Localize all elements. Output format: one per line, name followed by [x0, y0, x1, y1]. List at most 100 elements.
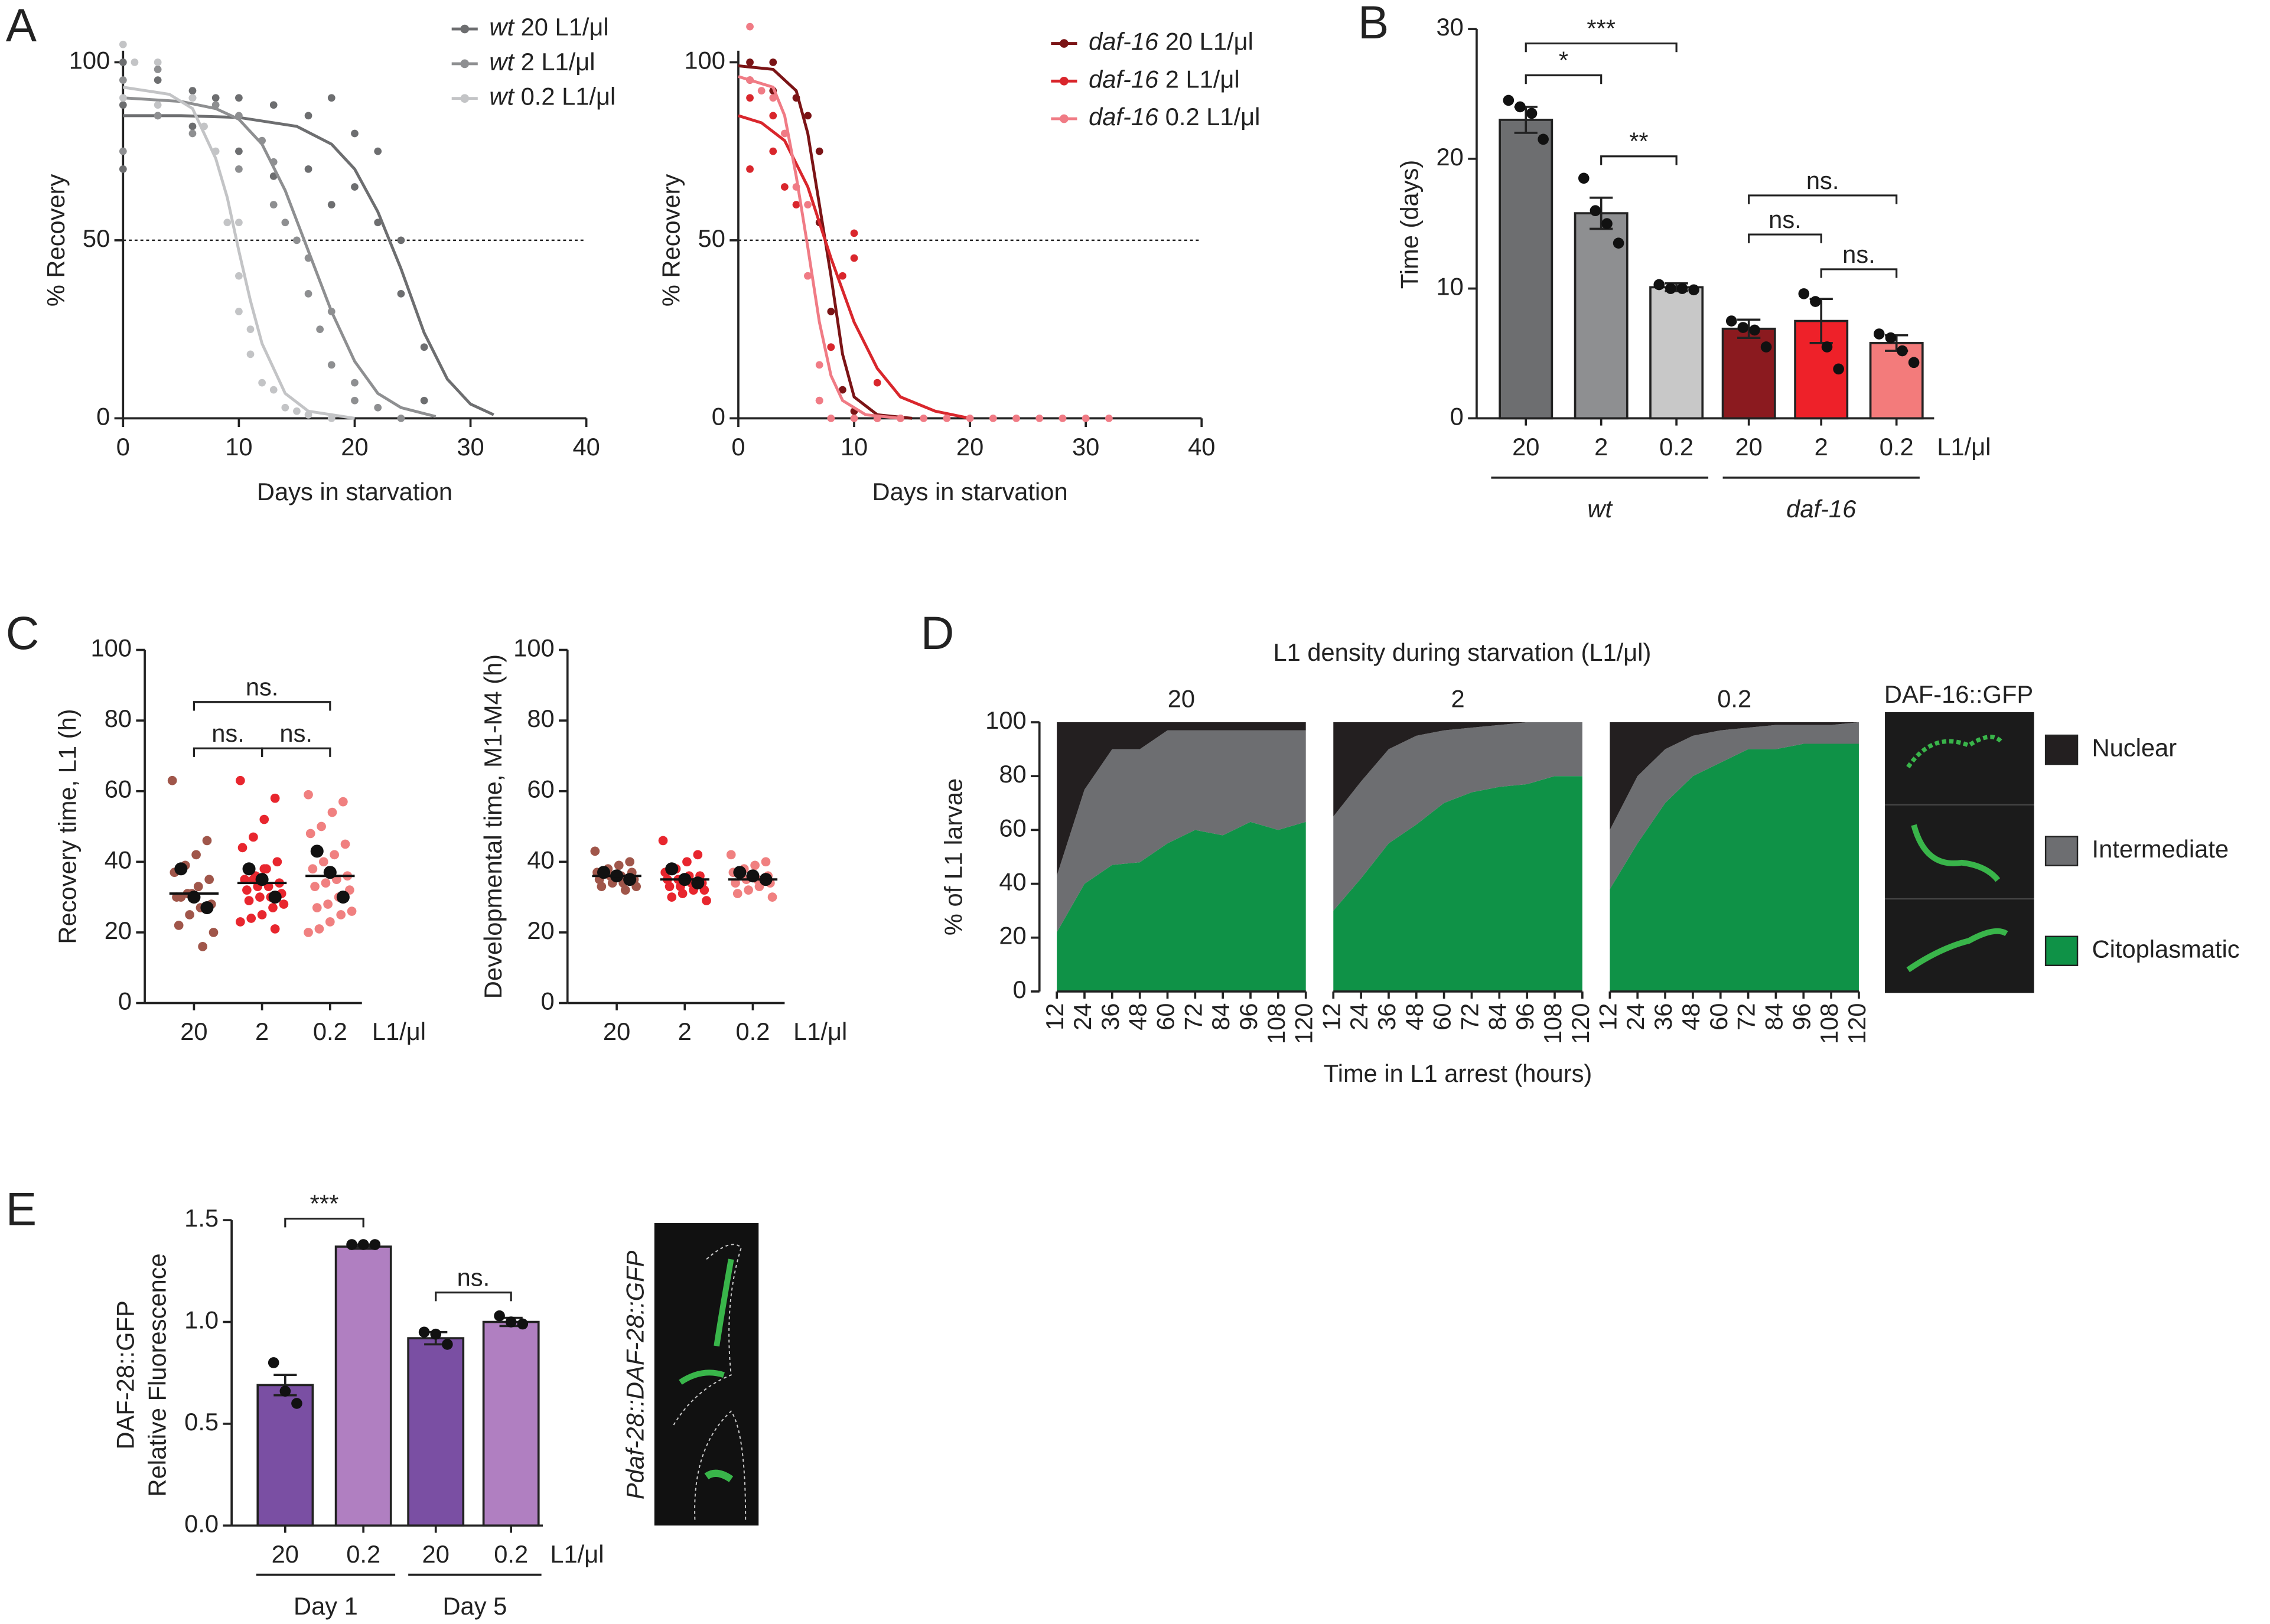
data-point: [827, 414, 835, 422]
data-point: [327, 308, 336, 315]
significance-bracket: [193, 701, 331, 711]
data-point: [1833, 363, 1844, 375]
y-axis-label: Developmental time, M1-M4 (h): [479, 654, 507, 999]
panel-letter: C: [6, 607, 40, 659]
data-point: [304, 410, 312, 419]
y-tick-label: 80: [999, 760, 1026, 788]
data-point: [330, 850, 339, 860]
x-tick-label: 0.2: [1659, 433, 1693, 461]
y-tick-label: 20: [999, 922, 1026, 950]
x-tick-label: 20: [1735, 433, 1763, 461]
significance-label: ns.: [1769, 206, 1802, 233]
legend-label: Citoplasmatic: [2092, 935, 2240, 963]
data-point: [272, 857, 282, 867]
data-point: [305, 829, 315, 839]
area-segment: [1610, 722, 1859, 830]
data-point: [340, 839, 350, 849]
data-point: [746, 165, 754, 173]
data-point: [702, 896, 711, 905]
y-tick-label: 100: [985, 706, 1027, 734]
panel-title: 0.2: [1717, 684, 1751, 712]
fit-curve: [738, 114, 970, 420]
replicate-mean: [268, 891, 282, 904]
data-point: [269, 101, 278, 109]
data-point: [357, 1239, 369, 1250]
significance-bracket: [1748, 233, 1822, 243]
x-tick-label: 12: [1041, 1003, 1069, 1031]
data-point: [839, 272, 846, 280]
y-axis-label: Time (days): [1396, 160, 1424, 289]
data-point: [815, 361, 823, 369]
y-tick-label: 40: [105, 846, 132, 873]
data-point: [430, 1328, 442, 1340]
data-point: [236, 775, 245, 785]
significance-label: ns.: [279, 719, 312, 747]
data-point: [1897, 345, 1908, 357]
x-tick-label: 60: [1152, 1003, 1180, 1031]
data-point: [209, 928, 219, 937]
x-axis-label: Days in starvation: [872, 478, 1068, 506]
x-axis-label: Days in starvation: [257, 478, 452, 506]
data-point: [1578, 172, 1590, 184]
x-axis-label: Time in L1 arrest (hours): [1324, 1059, 1592, 1087]
data-point: [258, 379, 266, 387]
y-axis-label: % Recovery: [657, 174, 685, 306]
data-point: [154, 112, 162, 120]
image-label: Pdaf-28::DAF-28::GFP: [621, 1251, 649, 1500]
y-tick-label: 0: [96, 402, 110, 430]
fit-curve: [738, 75, 901, 420]
data-point: [249, 832, 258, 842]
legend-marker: [1060, 39, 1069, 48]
panel-letter: B: [1358, 0, 1389, 48]
y-tick-label: 20: [527, 917, 554, 944]
data-point: [374, 219, 382, 227]
error-bar: [1590, 196, 1613, 230]
data-point: [119, 94, 127, 102]
data-point: [815, 147, 823, 155]
y-tick-label: 60: [105, 775, 132, 803]
data-point: [279, 1385, 291, 1397]
data-point: [1725, 315, 1737, 327]
x-tick-label: 0: [116, 433, 130, 461]
x-tick-label: 48: [1401, 1003, 1428, 1031]
x-tick-label: 40: [572, 433, 600, 461]
data-point: [420, 343, 428, 351]
data-point: [281, 403, 289, 412]
data-point: [304, 254, 312, 262]
data-point: [750, 860, 760, 870]
data-point: [259, 864, 269, 874]
data-point: [665, 882, 675, 892]
data-point: [293, 236, 301, 244]
worm: [1906, 735, 2002, 769]
area-segment: [1333, 722, 1582, 817]
data-point: [236, 917, 245, 927]
data-point: [1737, 322, 1749, 333]
data-point: [614, 860, 624, 870]
legend-marker: [460, 24, 470, 34]
y-tick-label: 100: [69, 46, 110, 74]
worm: [1911, 824, 2001, 882]
data-point: [249, 875, 258, 885]
x-tick-label: 72: [1455, 1003, 1483, 1031]
x-tick-label: 72: [1732, 1003, 1760, 1031]
data-point: [293, 407, 301, 415]
data-point: [119, 101, 127, 109]
data-point: [327, 94, 336, 102]
x-tick-label: 20: [422, 1540, 450, 1568]
x-tick-label: 60: [1705, 1003, 1732, 1031]
y-tick-label: 80: [105, 705, 132, 732]
area-segment: [1057, 722, 1306, 876]
x-tick-label: 108: [1262, 1003, 1290, 1045]
image-label: DAF-16::GFP: [1884, 680, 2033, 708]
y-tick-label: 0: [712, 402, 725, 430]
y-tick-label: 40: [999, 868, 1026, 896]
data-point: [336, 910, 346, 919]
worm-signal: [679, 1258, 734, 1385]
x-tick-label: 120: [1566, 1003, 1594, 1045]
area-segment: [1057, 821, 1306, 992]
bar: [256, 1384, 314, 1527]
y-tick-label: 20: [105, 917, 132, 944]
group-label: wt: [1587, 495, 1613, 523]
significance-bracket: [1820, 268, 1898, 278]
data-point: [850, 229, 858, 237]
